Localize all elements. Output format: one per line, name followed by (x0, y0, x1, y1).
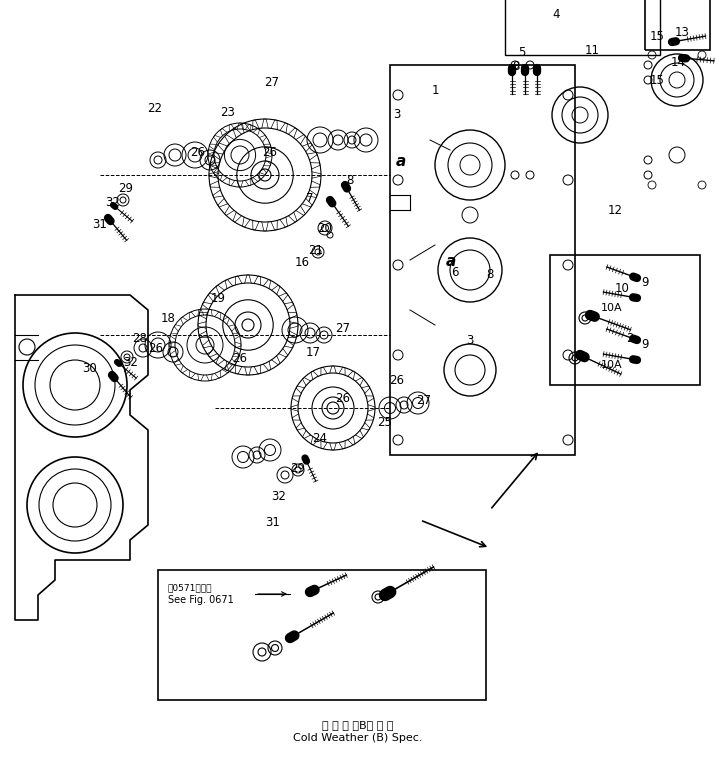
Text: 9: 9 (642, 277, 649, 290)
Text: 14: 14 (670, 55, 685, 68)
Text: 10A: 10A (601, 303, 623, 313)
Text: 10A: 10A (601, 360, 623, 370)
Text: 26: 26 (263, 146, 278, 159)
Bar (645, 0, 710, 50)
Text: 27: 27 (417, 394, 432, 407)
Text: 18: 18 (160, 312, 175, 325)
Text: 1: 1 (431, 83, 439, 97)
Text: See Fig. 0671: See Fig. 0671 (168, 595, 233, 605)
Text: 13: 13 (674, 25, 690, 38)
Text: 26: 26 (336, 391, 351, 404)
Text: 32: 32 (124, 356, 138, 369)
Text: 16: 16 (294, 256, 309, 269)
Text: 29: 29 (291, 461, 306, 474)
Bar (505, 0, 660, 55)
Text: 4: 4 (552, 8, 560, 21)
Text: 25: 25 (377, 417, 392, 430)
Text: 8: 8 (347, 174, 354, 186)
Text: 24: 24 (312, 431, 327, 444)
Text: 2: 2 (626, 332, 634, 345)
Text: 20: 20 (318, 221, 332, 234)
Text: 32: 32 (105, 197, 120, 209)
Text: 27: 27 (264, 77, 279, 90)
Text: 26: 26 (148, 342, 163, 355)
Text: 17: 17 (306, 345, 321, 358)
Text: 寒 冷 地 （B） 仕 様: 寒 冷 地 （B） 仕 様 (322, 720, 394, 730)
Text: 10: 10 (614, 281, 629, 294)
Bar (158, 570, 486, 700)
Text: 7: 7 (306, 192, 314, 205)
Text: 21: 21 (309, 244, 324, 257)
Text: 12: 12 (607, 204, 622, 217)
Text: a: a (396, 153, 406, 169)
Text: 15: 15 (649, 74, 664, 87)
Text: 9: 9 (642, 339, 649, 352)
Text: 26: 26 (190, 146, 205, 159)
Text: 5: 5 (518, 45, 526, 58)
Text: 6: 6 (451, 266, 459, 279)
Text: 28: 28 (132, 332, 147, 345)
Text: 27: 27 (336, 322, 351, 335)
Text: 26: 26 (390, 374, 405, 387)
Text: 23: 23 (221, 106, 236, 119)
Text: 32: 32 (271, 489, 286, 502)
Text: 19: 19 (211, 292, 226, 305)
Text: 31: 31 (266, 516, 281, 529)
Text: Cold Weather (B) Spec.: Cold Weather (B) Spec. (294, 733, 422, 743)
Bar (550, 255, 700, 385)
Text: 30: 30 (82, 362, 97, 375)
Text: 第0571図参照: 第0571図参照 (168, 583, 213, 592)
Text: a: a (446, 254, 456, 269)
Text: 26: 26 (233, 352, 248, 365)
Text: 8: 8 (486, 269, 494, 281)
Text: 29: 29 (119, 182, 133, 195)
Text: 22: 22 (147, 102, 163, 114)
Text: 3: 3 (393, 109, 401, 122)
Text: 15: 15 (649, 31, 664, 44)
Bar (390, 65, 575, 455)
Text: 8: 8 (513, 60, 520, 73)
Text: 11: 11 (584, 44, 599, 57)
Text: 3: 3 (466, 333, 474, 346)
Text: 31: 31 (92, 218, 107, 231)
